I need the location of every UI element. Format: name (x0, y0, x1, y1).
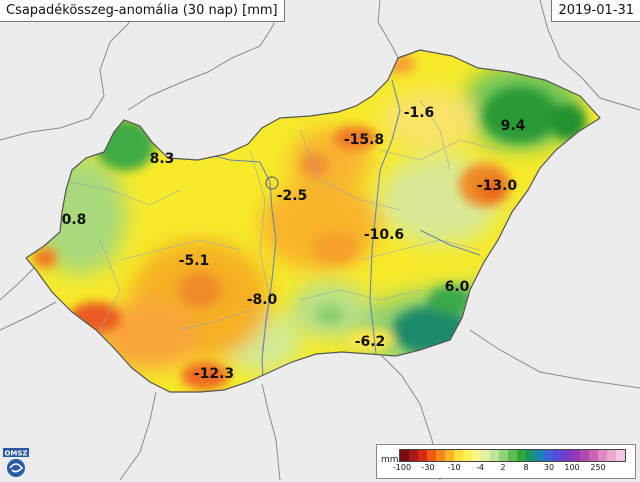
legend: mm -100 -30 -10 -4 2 8 30 100 250 (376, 444, 636, 479)
legend-color-cell (607, 450, 616, 461)
legend-tick-label: -100 (392, 463, 412, 472)
legend-color-cell (562, 450, 571, 461)
value-label: -13.0 (477, 178, 518, 194)
map-title: Csapadékösszeg-anomália (30 nap) [mm] (0, 0, 285, 22)
legend-color-cell (400, 450, 409, 461)
legend-color-cell (517, 450, 526, 461)
city-marker (265, 176, 279, 190)
legend-color-cell (580, 450, 589, 461)
value-label: 6.0 (445, 279, 470, 295)
legend-color-cell (499, 450, 508, 461)
legend-color-cell (508, 450, 517, 461)
value-label: -6.2 (355, 334, 386, 350)
legend-color-cell (571, 450, 580, 461)
legend-color-cell (544, 450, 553, 461)
logo-text: OMSZ (4, 450, 27, 458)
value-label: -15.8 (344, 132, 384, 148)
value-labels: 8.3 0.8 -5.1 -2.5 -15.8 -1.6 9.4 -13.0 -… (62, 105, 526, 382)
legend-tick-label: 250 (590, 463, 606, 472)
value-label: -1.6 (404, 105, 435, 121)
legend-color-cell (472, 450, 481, 461)
value-label: -8.0 (247, 292, 278, 308)
value-label: 8.3 (150, 151, 175, 167)
legend-color-cell (463, 450, 472, 461)
legend-color-cell (490, 450, 499, 461)
legend-color-cell (553, 450, 562, 461)
legend-colorbar (399, 449, 626, 462)
legend-tick-label: -4 (476, 463, 484, 472)
rivers (149, 79, 481, 392)
legend-color-cell (589, 450, 598, 461)
legend-color-cell (454, 450, 463, 461)
map-date: 2019-01-31 (551, 0, 640, 22)
legend-tick-label: 8 (523, 463, 529, 472)
value-label: -10.6 (364, 227, 404, 243)
value-label: 0.8 (62, 212, 87, 228)
legend-tick-label: -30 (421, 463, 435, 472)
legend-color-cell (445, 450, 454, 461)
value-label: 9.4 (501, 118, 526, 134)
legend-color-cell (616, 450, 625, 461)
value-label: -12.3 (194, 366, 234, 382)
county-borders (59, 99, 501, 351)
legend-color-cell (481, 450, 490, 461)
legend-color-cell (526, 450, 535, 461)
value-label: -2.5 (277, 188, 308, 204)
legend-unit: mm (381, 455, 399, 465)
legend-color-cell (436, 450, 445, 461)
legend-tick-label: 30 (543, 463, 555, 472)
logo-icon: OMSZ (3, 448, 29, 477)
legend-color-cell (418, 450, 427, 461)
omsz-logo: OMSZ (3, 448, 29, 478)
value-label: -5.1 (179, 253, 210, 269)
legend-color-cell (409, 450, 418, 461)
legend-color-cell (535, 450, 544, 461)
legend-tick-label: -10 (447, 463, 461, 472)
legend-color-cell (427, 450, 436, 461)
legend-tick-label: 100 (564, 463, 580, 472)
legend-ticks: -100 -30 -10 -4 2 8 30 100 250 (393, 463, 629, 475)
legend-tick-label: 2 (500, 463, 506, 472)
legend-color-cell (598, 450, 607, 461)
